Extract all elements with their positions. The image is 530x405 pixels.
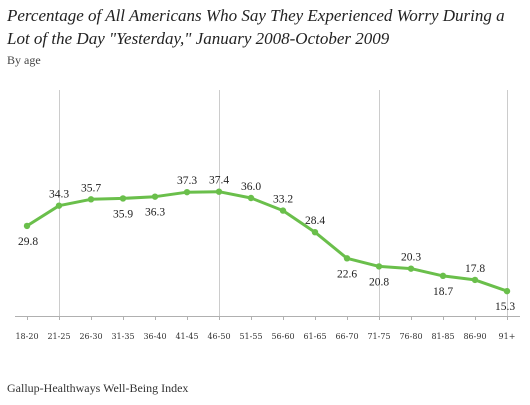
x-tick-label: 91+: [499, 332, 516, 341]
x-tick-label: 51-55: [239, 332, 262, 341]
x-tick-label: 71-75: [367, 332, 390, 341]
data-label: 35.7: [81, 182, 101, 194]
chart-subtitle: By age: [7, 53, 41, 67]
data-label: 35.9: [113, 208, 133, 220]
data-point: [87, 196, 95, 203]
data-label: 22.6: [337, 268, 357, 280]
data-point: [23, 222, 31, 230]
data-labels: 29.8 34.3 35.7 35.9 36.3 37.3 37.4 36.0 33.2 28.4…: [18, 175, 515, 313]
data-label: 36.0: [241, 181, 261, 193]
data-label: 28.4: [305, 215, 325, 227]
x-tick-label: 31-35: [111, 332, 134, 341]
chart-title: Percentage of All Americans Who Say They…: [7, 6, 505, 48]
data-point: [119, 195, 127, 202]
data-point: [279, 207, 287, 214]
x-axis: [15, 316, 520, 320]
x-tick-label: 21-25: [47, 332, 70, 341]
data-label: 37.3: [177, 175, 197, 187]
x-tick-label: 66-70: [335, 332, 358, 341]
data-point: [151, 193, 159, 200]
data-point: [247, 194, 255, 202]
data-label: 15.3: [495, 301, 515, 313]
data-point: [503, 287, 511, 295]
data-point: [375, 263, 383, 270]
data-point: [183, 188, 191, 196]
data-label: 20.3: [401, 252, 421, 264]
data-point: [311, 229, 319, 236]
x-tick-label: 41-45: [175, 332, 198, 341]
x-tick-label: 46-50: [207, 332, 230, 341]
data-point: [439, 272, 447, 280]
x-tick-label: 56-60: [271, 332, 294, 341]
data-point: [471, 276, 479, 284]
chart-source: Gallup-Healthways Well-Being Index: [7, 381, 189, 395]
x-tick-labels: 18-20 21-25 26-30 31-35 36-40 41-45 46-50 51-55…: [15, 332, 515, 341]
data-label: 29.8: [18, 236, 38, 248]
data-label: 17.8: [465, 263, 485, 275]
data-label: 36.3: [145, 207, 165, 219]
data-point: [343, 255, 351, 262]
data-label: 37.4: [209, 175, 229, 187]
series-line: [25, 190, 509, 293]
x-tick-label: 18-20: [15, 332, 38, 341]
x-tick-label: 36-40: [143, 332, 166, 341]
data-points: [23, 188, 511, 295]
data-point: [407, 265, 415, 272]
data-label: 18.7: [433, 286, 453, 298]
series-line-path: [25, 190, 509, 293]
data-label: 20.8: [369, 276, 389, 288]
x-tick-label: 61-65: [303, 332, 326, 341]
data-label: 33.2: [273, 194, 293, 206]
x-tick-label: 26-30: [79, 332, 102, 341]
x-tick-label: 81-85: [431, 332, 454, 341]
data-point: [215, 188, 223, 195]
data-label: 34.3: [49, 189, 69, 201]
data-point: [55, 202, 63, 209]
x-tick-label: 76-80: [399, 332, 422, 341]
x-tick-label: 86-90: [463, 332, 486, 341]
